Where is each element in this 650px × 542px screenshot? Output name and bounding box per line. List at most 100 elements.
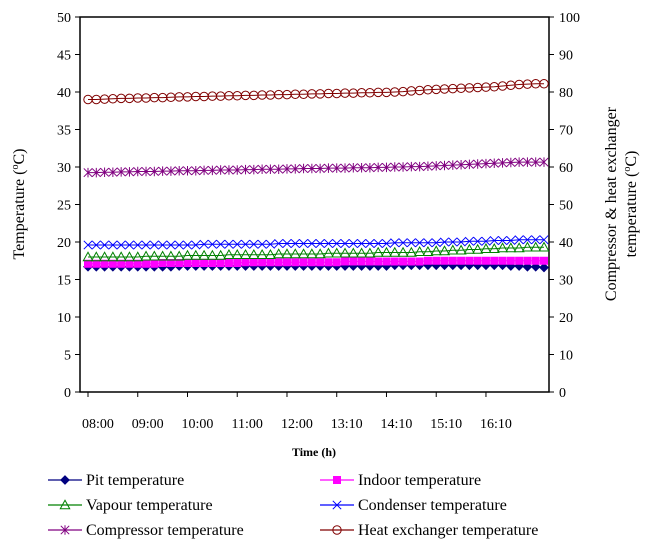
- data-point: [481, 236, 491, 246]
- data-point: [274, 258, 283, 267]
- data-point: [232, 165, 242, 175]
- data-point: [373, 162, 383, 173]
- data-point: [166, 240, 176, 250]
- data-point: [117, 259, 126, 268]
- data-point: [240, 239, 251, 249]
- y2-axis-title-end: C): [623, 151, 640, 167]
- data-point: [307, 238, 317, 249]
- data-point: [439, 237, 450, 247]
- x-axis-title: Time (h): [292, 445, 336, 459]
- data-point: [307, 258, 316, 267]
- data-point: [239, 249, 252, 259]
- data-point: [140, 250, 152, 261]
- data-point: [148, 250, 160, 261]
- data-point: [357, 238, 367, 249]
- y2-axis-title-unit: o: [622, 167, 633, 172]
- data-point: [538, 241, 550, 252]
- data-point: [373, 238, 383, 249]
- series-group: [82, 79, 550, 273]
- data-point: [438, 245, 451, 256]
- legend-marker: [333, 476, 341, 484]
- x-tick-label: 15:10: [430, 417, 462, 432]
- data-point: [241, 258, 250, 267]
- data-point: [381, 162, 392, 173]
- series-3: [83, 235, 549, 250]
- data-point: [497, 158, 508, 168]
- data-point: [399, 257, 408, 266]
- data-point: [83, 167, 93, 178]
- data-point: [298, 248, 310, 259]
- y2-tick-label: 0: [559, 386, 566, 401]
- x-tick-label: 16:10: [480, 417, 512, 432]
- legend-item: Indoor temperature: [320, 472, 481, 489]
- data-point: [531, 235, 541, 245]
- data-point: [448, 256, 457, 265]
- data-point: [365, 163, 375, 173]
- data-point: [265, 239, 275, 249]
- data-point: [316, 258, 325, 267]
- legend-marker: [332, 525, 342, 535]
- data-point: [116, 240, 126, 250]
- data-point: [166, 259, 175, 267]
- data-point: [447, 244, 459, 255]
- data-point: [315, 163, 325, 174]
- data-point: [282, 258, 291, 267]
- legend-label: Pit temperature: [86, 472, 184, 489]
- data-point: [125, 259, 134, 268]
- data-point: [539, 79, 549, 89]
- data-point: [456, 160, 466, 170]
- data-point: [158, 240, 168, 250]
- data-point: [415, 257, 424, 266]
- data-point: [91, 167, 101, 178]
- data-point: [257, 164, 267, 174]
- y-tick-label: 40: [57, 86, 71, 101]
- data-point: [207, 165, 217, 176]
- data-point: [448, 160, 458, 170]
- data-point: [207, 239, 217, 249]
- data-point: [249, 164, 259, 175]
- data-point: [473, 256, 482, 265]
- data-point: [522, 235, 532, 245]
- data-point: [523, 256, 532, 265]
- data-point: [233, 259, 242, 267]
- legend-label: Indoor temperature: [358, 472, 481, 489]
- data-point: [456, 237, 466, 247]
- data-point: [133, 166, 143, 177]
- y2-tick-label: 70: [559, 124, 573, 139]
- data-point: [215, 249, 227, 260]
- data-point: [423, 238, 433, 248]
- data-point: [455, 244, 467, 255]
- data-point: [488, 243, 500, 253]
- data-point: [374, 257, 383, 266]
- data-point: [405, 246, 417, 257]
- data-point: [142, 259, 151, 268]
- data-point: [216, 165, 226, 175]
- data-point: [158, 259, 167, 267]
- data-point: [124, 167, 135, 177]
- data-point: [332, 258, 341, 267]
- data-point: [141, 166, 151, 177]
- legend-label: Vapour temperature: [86, 497, 213, 514]
- data-point: [299, 163, 309, 174]
- data-point: [249, 258, 258, 267]
- data-point: [382, 257, 391, 266]
- data-point: [206, 249, 218, 260]
- x-tick-label: 11:00: [232, 417, 263, 432]
- data-point: [133, 240, 143, 250]
- data-point: [347, 247, 359, 258]
- series-line: [88, 161, 544, 174]
- data-point: [223, 249, 235, 259]
- data-point: [208, 259, 217, 267]
- data-point: [158, 166, 168, 176]
- series-line: [88, 239, 544, 246]
- data-point: [82, 251, 94, 262]
- plot-area: [79, 16, 550, 393]
- data-point: [165, 250, 177, 261]
- data-point: [274, 164, 284, 174]
- data-point: [390, 257, 399, 266]
- y-tick-label: 0: [64, 386, 71, 401]
- data-point: [481, 256, 490, 265]
- data-point: [423, 256, 432, 265]
- data-point: [439, 160, 450, 171]
- data-point: [390, 162, 400, 172]
